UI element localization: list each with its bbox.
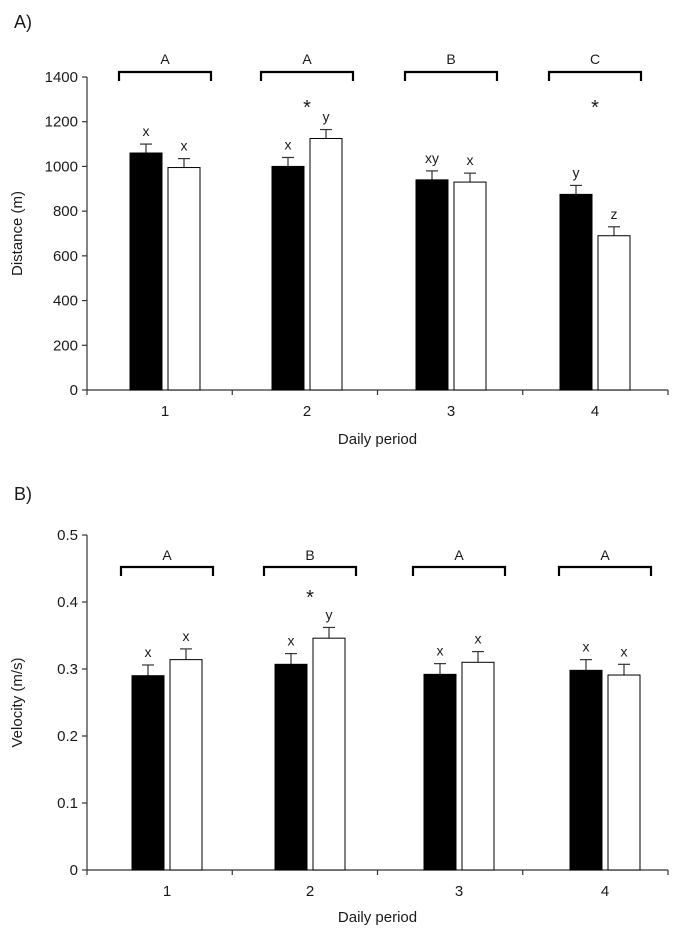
y-tick-label: 0.5	[57, 527, 78, 544]
x-tick-label: 2	[306, 883, 314, 900]
bar-series-2	[597, 235, 631, 391]
group-letter: C	[590, 51, 600, 67]
group-bracket	[403, 70, 499, 81]
bar-letter: x	[583, 639, 590, 655]
x-tick-label: 4	[591, 403, 599, 420]
bar-series-2	[312, 637, 346, 871]
group-bracket	[119, 565, 215, 576]
bar-letter: xy	[425, 150, 439, 166]
y-axis-title: Velocity (m/s)	[9, 657, 26, 747]
bar-letter: x	[285, 136, 292, 152]
bar-letter: x	[181, 138, 188, 154]
bar-letter: z	[611, 206, 618, 222]
group-letter: A	[454, 547, 464, 563]
bar-letter: x	[621, 643, 628, 659]
bar-letter: x	[183, 628, 190, 644]
y-tick-label: 0	[70, 862, 78, 879]
y-tick-label: 1000	[45, 158, 78, 175]
group-letter: A	[160, 51, 170, 67]
chart-panel-2: B) 0 0.1 0.2 0.3 0.4 0.5 Velocity (m/s) Daily pe…	[9, 484, 669, 926]
group-bracket	[557, 565, 653, 576]
significance-asterisk: *	[306, 587, 314, 609]
y-tick-label: 0.2	[57, 728, 78, 745]
y-tick-label: 400	[53, 293, 78, 310]
bar-series-1	[129, 152, 163, 391]
bar-series-2	[453, 181, 487, 391]
bar-series-1	[559, 193, 593, 391]
bar-letter: x	[467, 152, 474, 168]
bar-series-2	[169, 659, 203, 871]
bar-letter: x	[288, 633, 295, 649]
y-tick-label: 200	[53, 337, 78, 354]
bar-letter: x	[437, 643, 444, 659]
x-axis-title: Daily period	[338, 909, 417, 926]
x-tick-label: 1	[161, 403, 169, 420]
bar-series-1	[271, 165, 305, 391]
bar-letter: y	[323, 109, 330, 125]
bar-series-2	[309, 137, 343, 391]
bar-letter: x	[143, 123, 150, 139]
group-bracket	[411, 565, 507, 576]
significance-asterisk: *	[303, 97, 311, 119]
group-letter: B	[305, 547, 314, 563]
group-bracket	[117, 70, 213, 81]
x-tick-label: 4	[601, 883, 609, 900]
bar-series-1	[569, 669, 603, 871]
bar-letter: x	[145, 644, 152, 660]
group-letter: A	[600, 547, 610, 563]
x-tick-label: 1	[163, 883, 171, 900]
chart-panel-1: A) 0 200 400 600 800 1000 1200 1400 Distance (m) D…	[9, 12, 669, 448]
y-tick-label: 800	[53, 203, 78, 220]
bar-letter: y	[326, 606, 333, 622]
bar-series-1	[131, 675, 165, 871]
y-tick-label: 0	[70, 382, 78, 399]
group-letter: A	[302, 51, 312, 67]
bar-series-1	[415, 179, 449, 391]
bar-series-2	[167, 167, 201, 391]
y-tick-label: 600	[53, 248, 78, 265]
y-axis-title: Distance (m)	[9, 191, 26, 276]
bar-letter: x	[475, 631, 482, 647]
group-bracket	[547, 70, 643, 81]
x-tick-label: 3	[455, 883, 463, 900]
bar-series-2	[461, 661, 495, 871]
x-tick-label: 2	[303, 403, 311, 420]
y-tick-label: 0.1	[57, 795, 78, 812]
group-letter: B	[446, 51, 455, 67]
y-tick-label: 1200	[45, 114, 78, 131]
panel-label: B)	[14, 484, 32, 504]
y-tick-label: 0.4	[57, 594, 78, 611]
bar-series-1	[274, 663, 308, 871]
significance-asterisk: *	[591, 97, 599, 119]
x-axis-title: Daily period	[338, 431, 417, 448]
group-bracket	[262, 565, 358, 576]
y-tick-label: 1400	[45, 69, 78, 86]
group-bracket	[259, 70, 355, 81]
bar-series-1	[423, 673, 457, 871]
panel-label: A)	[14, 12, 32, 32]
group-letter: A	[162, 547, 172, 563]
x-tick-label: 3	[447, 403, 455, 420]
bar-series-2	[607, 674, 641, 871]
bar-letter: y	[573, 164, 580, 180]
y-tick-label: 0.3	[57, 661, 78, 678]
